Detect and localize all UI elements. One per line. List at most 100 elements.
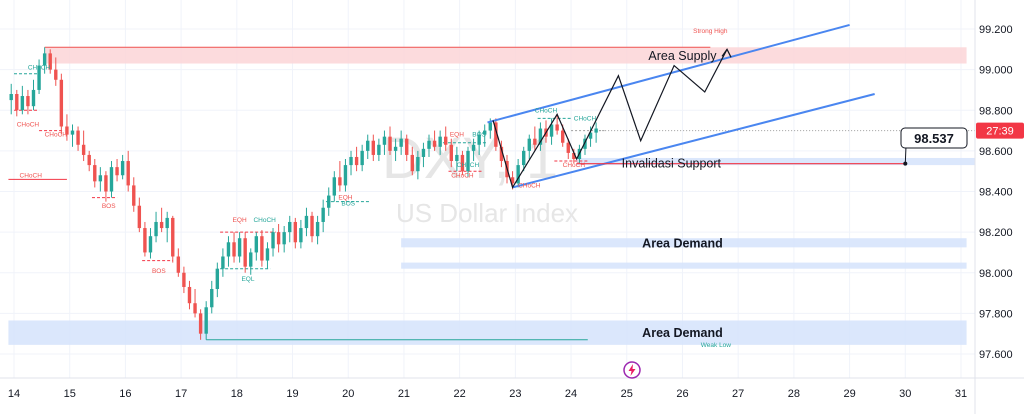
candle-body — [182, 272, 186, 287]
candle-body — [527, 138, 531, 151]
structure-label: CHoCH — [28, 65, 51, 72]
candle-body — [87, 154, 91, 166]
candle-body — [310, 215, 314, 237]
candle-body — [338, 177, 342, 186]
structure-label: BOS — [102, 203, 116, 210]
candle-body — [522, 150, 526, 166]
marker-leader — [904, 145, 907, 164]
candle-body — [70, 130, 75, 135]
candle-body — [81, 144, 86, 155]
candle-body — [405, 138, 409, 155]
x-tick-label: 31 — [955, 388, 967, 400]
structure-label: CHoCH — [451, 172, 474, 179]
candle-body — [176, 256, 181, 273]
structure-label: BOS — [472, 132, 486, 139]
x-tick-label: 20 — [342, 388, 354, 400]
candle-body — [15, 94, 19, 111]
x-tick-label: 19 — [286, 388, 298, 400]
demand-zone-label: Area Demand — [642, 236, 723, 250]
candle-body — [93, 165, 97, 182]
structure-label: CHoCH — [20, 172, 43, 179]
x-axis: 14 15 16 17 18 19 20 21 22 23 24 25 26 27 28 29 30 31 — [0, 377, 1024, 400]
y-tick-label: 98.800 — [979, 105, 1013, 117]
candle-body — [416, 156, 420, 172]
candle-body — [271, 232, 275, 249]
candle-body — [193, 303, 197, 314]
candle-body — [243, 238, 247, 267]
candle-body — [471, 144, 476, 151]
x-tick-label: 15 — [64, 388, 76, 400]
y-tick-label: 98.400 — [979, 187, 1013, 199]
candle-body — [276, 232, 281, 245]
candle-body — [65, 126, 69, 135]
candle-body — [516, 165, 520, 184]
y-tick-label: 97.800 — [979, 308, 1013, 320]
structure-label: CHoCH — [574, 115, 597, 122]
structure-label: Weak Low — [701, 342, 732, 349]
demand-zone — [8, 320, 967, 345]
candle-body — [104, 175, 108, 192]
structure-label: CHoCH — [563, 162, 586, 169]
candle-body — [221, 256, 225, 269]
candle-body — [332, 177, 337, 196]
structure-label: CHoCH — [45, 132, 68, 139]
structure-label: BOS — [152, 268, 166, 275]
watermark-name: US Dollar Index — [396, 198, 578, 228]
candle-body — [48, 53, 52, 70]
watermark: DXY, 1 US Dollar Index — [382, 126, 578, 228]
candle-body — [204, 307, 208, 334]
y-tick-label: 98.600 — [979, 146, 1013, 158]
candle-body — [494, 122, 498, 147]
x-tick-label: 18 — [231, 388, 243, 400]
candle-body — [321, 207, 325, 222]
candle-body — [360, 150, 364, 166]
candle-body — [572, 152, 576, 159]
candle-body — [59, 79, 64, 127]
structure-label: EQH — [338, 195, 352, 202]
candle-body — [566, 142, 570, 153]
candle-body — [399, 138, 403, 147]
candle-body — [393, 146, 398, 151]
projection-path — [492, 49, 728, 189]
candle-body — [26, 96, 30, 107]
candle-body — [382, 136, 387, 145]
candle-body — [594, 128, 598, 133]
candle-body — [148, 236, 153, 253]
x-tick-label: 25 — [621, 388, 633, 400]
x-tick-label: 29 — [843, 388, 855, 400]
candle-body — [371, 140, 376, 155]
candle-body — [427, 140, 431, 149]
candle-body — [115, 167, 119, 176]
candle-body — [237, 238, 242, 257]
candle-body — [126, 161, 130, 186]
candle-body — [588, 132, 593, 139]
x-tick-label: 28 — [788, 388, 800, 400]
candle-body — [315, 221, 320, 237]
invalidation-band — [576, 157, 975, 166]
y-tick-label: 97.600 — [979, 349, 1013, 361]
candle-body — [20, 96, 25, 111]
candle-body — [449, 144, 453, 162]
candle-body — [293, 221, 298, 243]
structure-label: Strong High — [693, 28, 728, 35]
candle-body — [538, 128, 543, 145]
candle-body — [109, 167, 114, 192]
watermark-symbol: DXY, 1 — [382, 126, 558, 191]
demand-zone-label: Area Demand — [642, 326, 723, 340]
x-tick-label: 30 — [899, 388, 911, 400]
y-tick-label: 98.200 — [979, 227, 1013, 239]
structure-label: BOS — [341, 201, 355, 208]
candle-body — [483, 130, 487, 135]
candle-body — [455, 154, 459, 162]
candle-body — [37, 65, 41, 90]
candle-body — [137, 205, 142, 229]
candle-body — [260, 236, 264, 261]
candle-body — [143, 228, 147, 253]
candle-body — [9, 94, 13, 101]
candle-body — [343, 165, 348, 186]
candle-body — [299, 228, 303, 243]
candle-body — [444, 136, 448, 145]
price-tag-label: 27:39 — [986, 126, 1014, 138]
